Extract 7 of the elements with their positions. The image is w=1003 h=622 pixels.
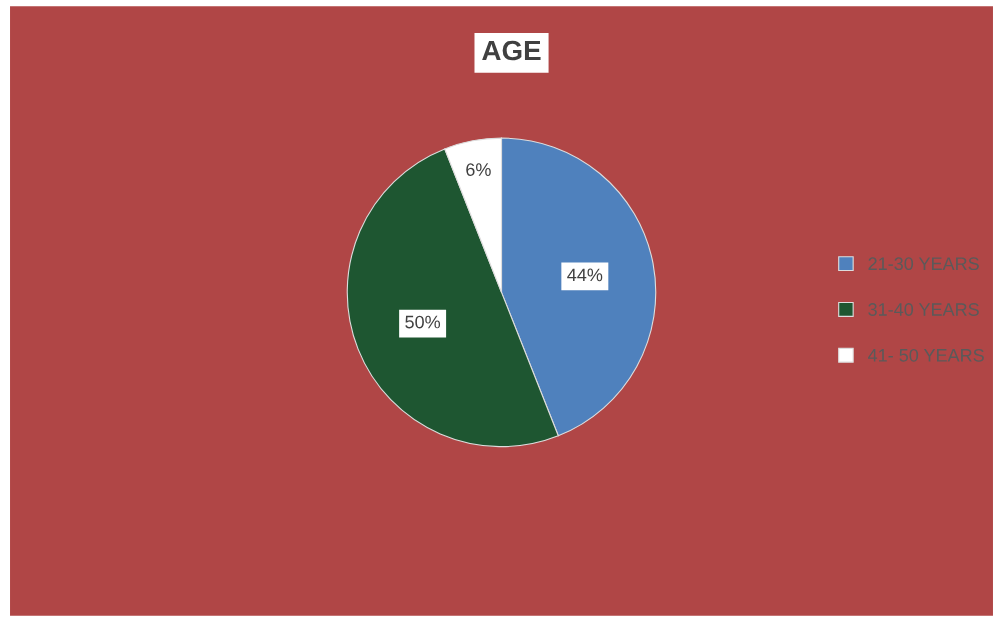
- legend-label: 31-40 YEARS: [868, 303, 979, 316]
- legend-label: 21-30 YEARS: [868, 257, 979, 271]
- data-label: 44%: [567, 268, 603, 282]
- legend-label: 41- 50 YEARS: [868, 348, 984, 362]
- chart-title: AGE: [482, 40, 541, 61]
- data-label: 6%: [466, 163, 491, 176]
- data-label: 50%: [405, 315, 441, 329]
